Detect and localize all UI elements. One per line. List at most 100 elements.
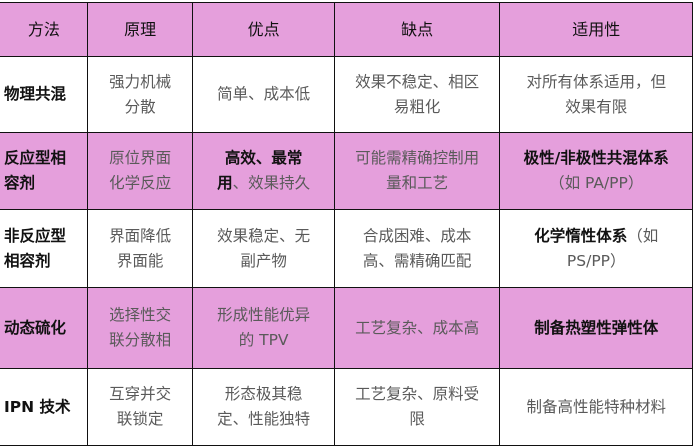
cell-method: 反应型相 容剂 [0,132,88,210]
cell-line: 容剂 [4,171,84,196]
cell-text: 界面能 [116,251,164,270]
cell-text: 效果稳定、无 [217,226,311,245]
cell-line: 选择性交 [91,303,190,328]
cell-text: 高、需精确匹配 [362,251,472,270]
cell-principle: 强力机械 分散 [86,56,194,133]
cell-text: 效果有限 [565,97,628,116]
cell-text: 联锁定 [116,410,164,428]
cell-text: （如 PA/PP） [549,174,644,192]
cell-text: 对所有体系适用，但 [526,72,666,91]
cell-text: 制备热塑性弹性体 [534,318,659,337]
cell-applicability: 制备高性能特种材料 [499,368,693,446]
cell-line: 界面降低 [91,224,190,249]
cell-text: 用 [217,174,233,192]
cell-text: （如 [627,226,659,245]
cell-text: 原位界面 [109,149,172,167]
cell-line: 互穿并交 [91,382,190,407]
cell-line: 联锁定 [91,407,190,432]
table-row: 非反应型相容剂 界面降低界面能 效果稳定、无 副产物 合成困难、成本 高、需精确匹配 化学惰… [0,209,693,288]
cell-line: 限 [338,407,497,432]
cell-disadvantages: 工艺复杂、原料受限 [333,368,501,446]
cell-line: IPN 技术 [4,395,84,420]
cell-line: 的 TPV [196,328,331,353]
cell-line: 强力机械 [91,70,190,95]
cell-principle: 原位界面 化学反应 [86,132,194,210]
cell-text: 选择性交 [109,306,172,324]
cell-line: 效果不稳定、相区 [338,70,497,95]
table-row: 物理共混 强力机械 分散 简单、成本低 效果不稳定、相区 易粗化 对所有体系适用，但 效果有限 [0,56,693,133]
cell-disadvantages: 效果不稳定、相区易粗化 [333,56,501,133]
cell-text: 化学反应 [109,174,172,192]
cell-line: 制备高性能特种材料 [503,395,689,420]
cell-line: 化学反应 [91,171,190,196]
cell-line: 效果稳定、无 [196,224,331,249]
header-advantages: 优点 [192,2,335,57]
cell-line: 工艺复杂、原料受 [338,382,497,407]
table-row: IPN 技术 互穿并交 联锁定 形态极其稳 定、性能独特 工艺复杂、原料受限制备高性能特种… [0,368,693,446]
cell-line: 易粗化 [338,95,497,120]
cell-text: 分散 [124,97,156,116]
cell-text: 工艺复杂、原料受 [355,385,480,403]
cell-method: IPN 技术 [0,368,88,446]
cell-line: 工艺复杂、成本高 [338,316,497,341]
cell-text: 互穿并交 [109,385,172,403]
cell-line: 量和工艺 [338,171,497,196]
header-method: 方法 [0,2,88,57]
cell-method: 动态硫化 [0,287,88,369]
cell-line: 合成困难、成本 [338,224,497,249]
cell-text: 极性/非极性共混体系 [523,149,669,167]
cell-text: 工艺复杂、成本高 [355,318,480,337]
cell-text: 反应型相 [4,149,67,167]
header-disadvantages: 缺点 [333,2,501,57]
cell-text: 可能需精确控制用 [355,149,480,167]
cell-line: 反应型相 [4,146,84,171]
table-row: 动态硫化 选择性交联分散相 形成性能优异的 TPV 工艺复杂、成本高 制备热塑性弹性体 [0,287,693,369]
cell-text: 定、性能独特 [217,410,311,428]
cell-line: 联分散相 [91,328,190,353]
cell-applicability: 化学惰性体系（如 PS/PP） [499,209,693,288]
cell-disadvantages: 可能需精确控制用量和工艺 [333,132,501,210]
header-principle: 原理 [86,2,194,57]
cell-advantages: 形态极其稳定、性能独特 [192,368,335,446]
cell-line: 效果有限 [503,95,689,120]
cell-text: 相容剂 [4,251,51,270]
cell-line: PS/PP） [503,249,689,274]
cell-advantages: 效果稳定、无 副产物 [192,209,335,288]
cell-line: 高、需精确匹配 [338,249,497,274]
cell-text: 强力机械 [109,72,172,91]
cell-line: 形态极其稳 [196,382,331,407]
cell-line: 相容剂 [4,249,84,274]
cell-text: 化学惰性体系 [534,226,628,245]
cell-line: 分散 [91,95,190,120]
cell-text: 容剂 [4,174,36,192]
cell-line: 用、效果持久 [196,171,331,196]
cell-text: 界面降低 [109,226,172,245]
cell-text: 副产物 [240,251,287,270]
cell-line: 化学惰性体系（如 [503,224,689,249]
cell-text: IPN 技术 [4,397,71,416]
cell-text: 、效果持久 [232,174,311,192]
cell-text: 效果不稳定、相区 [355,72,480,91]
cell-text: 限 [409,410,425,428]
cell-text: 制备高性能特种材料 [526,397,666,416]
cell-text: 非反应型 [4,226,67,245]
cell-text: 联分散相 [109,331,172,349]
cell-disadvantages: 工艺复杂、成本高 [333,287,501,369]
cell-principle: 互穿并交 联锁定 [86,368,194,446]
cell-text: 简单、成本低 [217,85,311,103]
cell-applicability: 制备热塑性弹性体 [499,287,693,369]
cell-line: 定、性能独特 [196,407,331,432]
cell-line: 可能需精确控制用 [338,146,497,171]
cell-text: 合成困难、成本 [362,226,472,245]
cell-line: 形成性能优异 [196,303,331,328]
cell-text: 的 TPV [238,331,289,349]
header-row: 方法 原理 优点 缺点 适用性 [0,2,693,57]
cell-line: 物理共混 [4,82,84,107]
cell-text: 高效、最常 [224,149,303,167]
cell-line: 原位界面 [91,146,190,171]
cell-line: 高效、最常 [196,146,331,171]
cell-line: 极性/非极性共混体系 [503,146,689,171]
cell-text: 形成性能优异 [217,306,311,324]
cell-text: PS/PP） [566,251,626,270]
